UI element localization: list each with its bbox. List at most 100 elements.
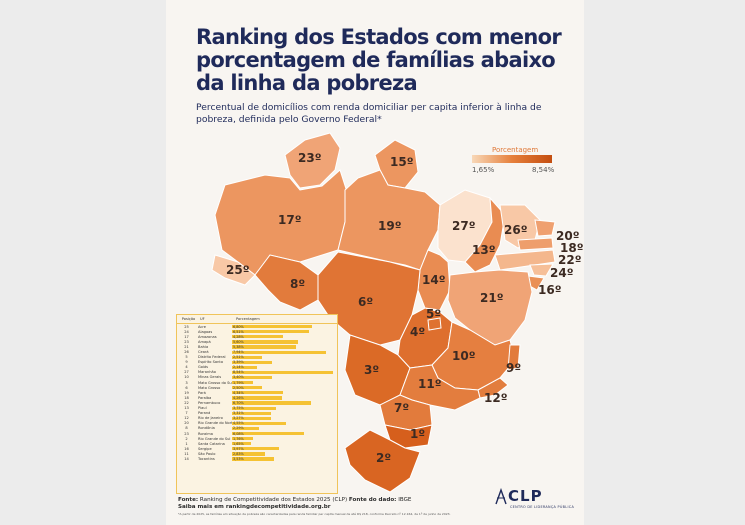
row-position: 3 (185, 380, 188, 385)
row-position: 14 (184, 456, 189, 461)
rank-go: 4º (410, 325, 425, 339)
percent-bar (232, 391, 284, 395)
row-state: Ceará (198, 350, 209, 355)
row-state: Distrito Federal (198, 355, 226, 360)
percent-bar (232, 345, 296, 349)
row-state: Amapá (198, 339, 211, 344)
percent-value: 2,51% (233, 355, 244, 360)
state-df (427, 317, 442, 331)
row-state: Pernambuco (198, 400, 221, 405)
row-position: 4 (185, 365, 188, 370)
percent-bar (232, 421, 286, 426)
row-bar-cell: 6,51% (232, 330, 337, 334)
row-bar-cell: 4,28% (232, 335, 337, 339)
row-position: 13 (184, 406, 189, 411)
percent-value: 1,79% (233, 380, 244, 385)
state-rs (344, 429, 421, 493)
source-text: Ranking de Competitividade dos Estados 2… (198, 497, 349, 503)
row-position: 17 (184, 334, 189, 339)
percent-value: 3,97% (233, 446, 244, 451)
row-state: Paraíba (198, 395, 212, 400)
percent-value: 6,80% (233, 324, 244, 329)
state-rn (534, 219, 556, 237)
row-bar-cell: 8,54% (232, 370, 337, 374)
rank-ba: 21º (480, 291, 504, 305)
rank-ma: 27º (452, 219, 476, 233)
row-position: 26 (184, 350, 189, 355)
row-state: São Paulo (198, 451, 216, 456)
row-state: Paraná (198, 411, 211, 416)
table-row: 22 Pernambuco 6,70% (177, 400, 337, 405)
row-bar-cell: 3,97% (232, 447, 337, 451)
row-state: Santa Catarina (198, 441, 225, 446)
row-state: Rondônia (198, 426, 215, 431)
state-ac (211, 254, 256, 286)
row-state: Rio Grande do Norte (198, 421, 232, 426)
table-row: 13 Piauí 3,75% (177, 406, 337, 411)
rank-pa: 19º (378, 219, 402, 233)
row-bar-cell: 3,53% (232, 457, 337, 461)
row-state: Sergipe (198, 446, 212, 451)
row-position: 10 (184, 375, 189, 380)
row-position: 7 (185, 411, 188, 416)
rank-df: 5º (426, 307, 441, 321)
percent-value: 4,28% (233, 334, 244, 339)
row-bar-cell: 3,39% (232, 360, 337, 364)
rank-ro: 8º (290, 277, 305, 291)
percent-value: 1,65% (233, 441, 244, 446)
row-position: 5 (185, 355, 188, 360)
footnote: *A partir de 2025, as famílias em situaç… (178, 512, 451, 516)
clp-logo-text: CLP (508, 487, 543, 505)
table-body: 25 Acre 6,80% 24 Alagoas 6,51% 17 Amazonas 4,28%… (177, 324, 337, 462)
percent-value: 6,70% (233, 400, 244, 405)
percent-bar (232, 406, 277, 410)
percent-value: 2,14% (233, 365, 244, 370)
percent-value: 5,38% (233, 344, 244, 349)
row-state: Bahia (198, 344, 209, 349)
table-row: 26 Ceará 7,94% (177, 349, 337, 354)
row-bar-cell: 3,31% (232, 411, 337, 415)
row-state: Amazonas (198, 334, 217, 339)
row-bar-cell: 2,14% (232, 365, 337, 369)
percent-bar (232, 432, 304, 436)
table-row: 9 Espírito Santo 3,39% (177, 360, 337, 365)
row-bar-cell: 2,50% (232, 386, 337, 390)
percent-value: 6,51% (233, 329, 244, 334)
rank-pi: 13º (472, 243, 496, 257)
rank-pr: 7º (394, 401, 409, 415)
row-position: 2 (185, 436, 188, 441)
table-row: 18 Paraíba 4,26% (177, 395, 337, 400)
table-row: 3 Mato Grosso do Sul 1,79% (177, 380, 337, 385)
legend-max: 8,54% (532, 166, 555, 174)
row-position: 24 (184, 329, 189, 334)
row-position: 19 (184, 390, 189, 395)
percent-bar (232, 375, 273, 380)
table-row: 24 Alagoas 6,51% (177, 329, 337, 334)
row-state: Pará (198, 390, 206, 395)
data-source-label: Fonte do dado: (348, 497, 397, 503)
percent-value: 4,34% (233, 390, 244, 395)
table-row: 19 Pará 4,34% (177, 390, 337, 395)
rank-rs: 2º (376, 451, 391, 465)
row-position: 16 (184, 446, 189, 451)
table-row: 5 Distrito Federal 2,51% (177, 355, 337, 360)
row-state: Acre (198, 324, 206, 329)
row-position: 6 (185, 385, 188, 390)
percent-bar (232, 447, 279, 451)
row-position: 27 (184, 370, 189, 375)
row-position: 1 (185, 441, 188, 446)
percent-value: 3,27% (233, 416, 244, 421)
source-label: Fonte: (178, 497, 199, 503)
table-row: 1 Santa Catarina 1,65% (177, 441, 337, 446)
table-row: 16 Sergipe 3,97% (177, 446, 337, 451)
row-bar-cell: 3,75% (232, 406, 337, 410)
row-position: 11 (184, 451, 189, 456)
table-row: 20 Rio Grande do Norte 4,55% (177, 421, 337, 426)
header-percent: Porcentagem (236, 317, 260, 321)
data-source-text: IBGE (396, 497, 412, 503)
more-info-link[interactable]: Saiba mais em rankingdecompetitividade.o… (178, 504, 331, 510)
percent-bar (232, 365, 258, 369)
percent-value: 5,60% (233, 339, 244, 344)
table-row: 21 Bahia 5,38% (177, 344, 337, 349)
percent-bar (232, 335, 283, 339)
